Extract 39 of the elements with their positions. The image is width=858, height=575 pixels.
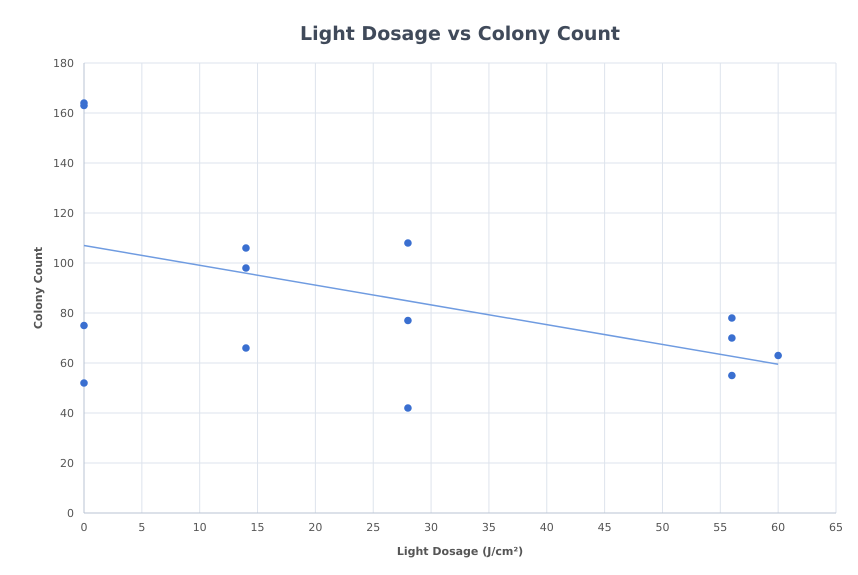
point (242, 244, 250, 252)
y-tick-label: 60 (60, 356, 74, 370)
x-tick-label: 50 (655, 521, 670, 534)
point (404, 316, 412, 324)
point (728, 334, 736, 342)
point (242, 264, 250, 272)
x-tick-label: 10 (192, 521, 207, 534)
x-tick-label: 5 (138, 521, 146, 534)
y-tick-label: 40 (60, 406, 74, 420)
x-axis-title: Light Dosage (J/cm²) (396, 545, 524, 558)
x-tick-label: 0 (80, 521, 88, 534)
y-tick-label: 120 (53, 206, 74, 220)
x-tick-label: 65 (829, 521, 843, 534)
chart-title: Light Dosage vs Colony Count (300, 23, 620, 45)
y-tick-label: 160 (53, 106, 74, 120)
x-tick-label: 20 (308, 521, 322, 534)
point (80, 322, 88, 330)
y-tick-label: 100 (53, 256, 74, 270)
x-tick-label: 15 (250, 521, 265, 534)
x-tick-label: 30 (424, 521, 438, 534)
point (728, 314, 736, 322)
x-tick-label: 40 (540, 521, 554, 534)
point (774, 352, 782, 360)
y-axis-title: Colony Count (32, 246, 45, 330)
y-tick-label: 0 (67, 506, 74, 520)
y-tick-label: 20 (60, 456, 74, 470)
y-tick-label: 140 (53, 156, 74, 170)
point (404, 239, 412, 247)
point (728, 372, 736, 380)
point (242, 344, 250, 352)
y-tick-label: 80 (60, 306, 74, 320)
y-tick-label: 180 (53, 56, 74, 70)
x-tick-label: 45 (598, 521, 612, 534)
x-tick-label: 60 (771, 521, 786, 534)
x-tick-label: 25 (366, 521, 380, 534)
x-tick-label: 55 (713, 521, 728, 534)
point (404, 404, 412, 412)
point (80, 379, 88, 387)
x-tick-label: 35 (482, 521, 496, 534)
